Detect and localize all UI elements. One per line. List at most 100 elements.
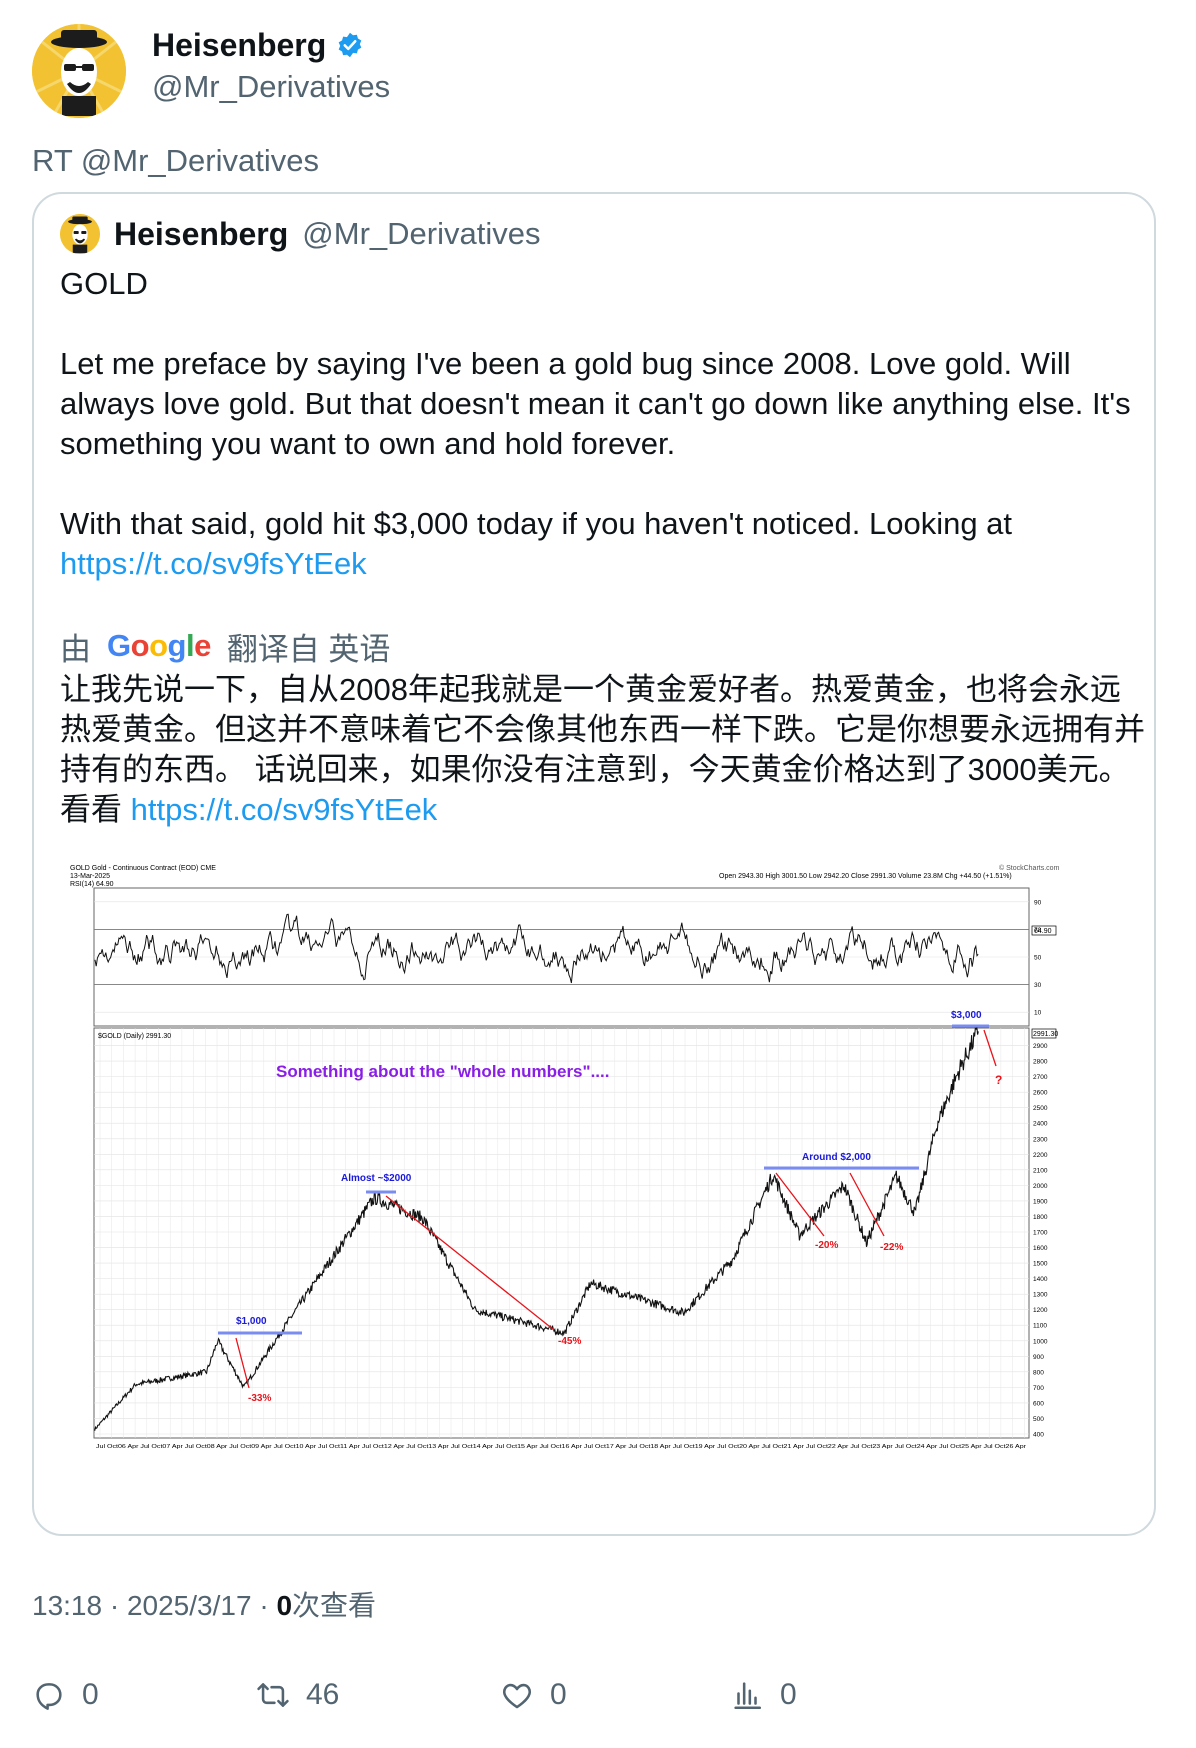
google-logo: Google (107, 628, 211, 663)
views-action-count: 0 (780, 1678, 797, 1711)
arrow-drop-20 (775, 1172, 825, 1237)
rsi-value-label: 64.90 (1034, 928, 1052, 935)
analytics-icon (734, 1682, 762, 1710)
price-panel (93, 1027, 1030, 1439)
annotation-question: ? (995, 1073, 1002, 1087)
views-button[interactable]: 0 (730, 1670, 797, 1720)
arrow-drop-question (983, 1029, 997, 1067)
quoted-author-handle[interactable]: @Mr_Derivatives (302, 216, 541, 251)
annotation-1000: $1,000 (236, 1316, 267, 1327)
rsi-tick-label: 70 (1034, 927, 1042, 934)
retweet-icon (257, 1683, 289, 1707)
chart-header-title: GOLD Gold - Continuous Contract (EOD) CM… (70, 865, 216, 872)
rsi-line (94, 913, 979, 984)
retweet-line[interactable]: RT @Mr_Derivatives (32, 143, 319, 178)
price-tick-label: 2300 (1033, 1136, 1048, 1143)
annotation-drop-33: -33% (248, 1393, 271, 1404)
tweet-meta: 13:18 · 2025/3/17 · 0次查看 (32, 1590, 377, 1621)
price-tick-label: 2500 (1033, 1105, 1048, 1112)
annotation-main: Something about the "whole numbers".... (276, 1062, 609, 1081)
price-tick-label: 2900 (1033, 1043, 1048, 1050)
heisenberg-avatar-icon (60, 214, 100, 254)
price-tick-label: 1500 (1033, 1261, 1048, 1268)
quoted-author-name[interactable]: Heisenberg (114, 215, 289, 252)
price-tick-label: 800 (1033, 1369, 1044, 1376)
chart-header-date: 13-Mar-2025 (70, 873, 110, 880)
price-tick-label: 1900 (1033, 1198, 1048, 1205)
chart-header-ohlc: Open 2943.30 High 3001.50 Low 2942.20 Cl… (719, 873, 1012, 880)
price-tick-label: 400 (1033, 1432, 1044, 1439)
chart-image[interactable]: GOLD Gold - Continuous Contract (EOD) CM… (64, 858, 1132, 1498)
tweet-title: GOLD (60, 266, 148, 301)
tweet-header: Heisenberg @Mr_Derivatives (32, 24, 1132, 124)
price-tick-label: 1200 (1033, 1307, 1048, 1314)
rsi-tick-label: 10 (1034, 1010, 1042, 1017)
price-tick-label: 1000 (1033, 1338, 1048, 1345)
quoted-tweet-header: Heisenberg @Mr_Derivatives (60, 212, 540, 256)
price-tick-label: 1600 (1033, 1245, 1048, 1252)
tweet-link[interactable]: https://t.co/sv9fsYtEek (60, 546, 367, 581)
price-tick-label: 1400 (1033, 1276, 1048, 1283)
reply-count: 0 (82, 1678, 99, 1711)
price-tick-label: 500 (1033, 1416, 1044, 1423)
translation-prefix: 由 (60, 631, 91, 667)
price-tick-label: 900 (1033, 1354, 1044, 1361)
arrow-drop-45 (385, 1195, 555, 1331)
tweet-paragraph-1: Let me preface by saying I've been a gol… (60, 346, 1131, 461)
price-tick-label: 2700 (1033, 1074, 1048, 1081)
translated-body: 让我先说一下，自从2008年起我就是一个黄金爱好者。热爱黄金，也将会永远热爱黄金… (60, 672, 1145, 827)
x-axis-labels: Jul Oct06 Apr Jul Oct07 Apr Jul Oct08 Ap… (96, 1444, 1026, 1450)
annotation-almost-2000: Almost ~$2000 (341, 1173, 412, 1184)
annotation-3000: $3,000 (951, 1010, 982, 1021)
price-tick-label: 2200 (1033, 1152, 1048, 1159)
quoted-tweet-text: GOLD Let me preface by saying I've been … (60, 264, 1140, 584)
price-tick-label: 2400 (1033, 1121, 1048, 1128)
tweet-paragraph-2-text: With that said, gold hit $3,000 today if… (60, 506, 1013, 541)
annotation-drop-45: -45% (558, 1336, 581, 1347)
author-name-row[interactable]: Heisenberg (152, 24, 364, 66)
retweet-count: 46 (306, 1678, 340, 1711)
reply-icon (36, 1683, 62, 1710)
views-count: 0 (276, 1590, 293, 1621)
gold-chart: GOLD Gold - Continuous Contract (EOD) CM… (64, 858, 1132, 1498)
price-tick-label: 1800 (1033, 1214, 1048, 1221)
price-panel-label: $GOLD (Daily) 2991.30 (98, 1033, 171, 1040)
author-name[interactable]: Heisenberg (152, 27, 327, 63)
price-value-box (1031, 1028, 1057, 1039)
reply-button[interactable]: 0 (32, 1670, 99, 1720)
author-handle[interactable]: @Mr_Derivatives (152, 69, 391, 104)
price-tick-label: 2000 (1033, 1183, 1048, 1190)
price-tick-label: 2800 (1033, 1059, 1048, 1066)
price-tick-label: 1100 (1033, 1323, 1047, 1330)
rsi-value-box (1031, 925, 1057, 936)
tweet-actions: 0 46 0 0 (32, 1670, 1162, 1720)
annotation-around-2000: Around $2,000 (802, 1152, 871, 1163)
arrow-drop-33 (235, 1337, 250, 1389)
chart-watermark: © StockCharts.com (999, 864, 1060, 872)
translated-link[interactable]: https://t.co/sv9fsYtEek (130, 792, 438, 827)
rsi-tick-label: 30 (1034, 982, 1042, 989)
heart-icon (503, 1683, 531, 1709)
retweet-button[interactable]: 46 (256, 1670, 339, 1720)
quoted-tweet-card[interactable]: Heisenberg @Mr_Derivatives GOLD Let me p… (32, 192, 1156, 1536)
annotation-drop-22: -22% (880, 1242, 903, 1253)
like-button[interactable]: 0 (500, 1670, 567, 1720)
annotation-drop-20: -20% (815, 1240, 838, 1251)
avatar[interactable] (32, 24, 126, 118)
price-tick-label: 2100 (1033, 1167, 1048, 1174)
verified-badge-icon (338, 32, 362, 58)
heisenberg-avatar-icon (32, 24, 126, 118)
price-value-label: 2991.30 (1033, 1031, 1058, 1038)
tweet-paragraph-2: With that said, gold hit $3,000 today if… (60, 504, 1140, 584)
translation-suffix: 翻译自 英语 (226, 631, 391, 667)
translation-bar[interactable]: 由 Google 翻译自 英语 (60, 624, 390, 668)
price-line (94, 1026, 979, 1431)
tweet-date[interactable]: 2025/3/17 (126, 1590, 252, 1621)
like-count: 0 (550, 1678, 567, 1711)
chart-header-rsi: RSI(14) 64.90 (70, 881, 114, 888)
arrow-drop-22 (849, 1172, 885, 1237)
price-tick-label: 1700 (1033, 1230, 1048, 1237)
quoted-avatar[interactable] (60, 214, 100, 254)
price-tick-label: 700 (1033, 1385, 1044, 1392)
tweet-time[interactable]: 13:18 (32, 1590, 103, 1621)
